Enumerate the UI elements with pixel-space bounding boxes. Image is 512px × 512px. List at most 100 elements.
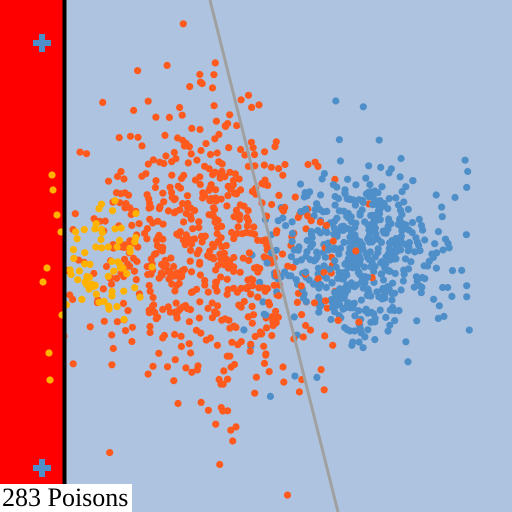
orange-point: [247, 275, 255, 283]
orange-point: [297, 282, 305, 290]
orange-point: [279, 207, 288, 215]
blue-point: [434, 314, 442, 322]
yellow-point: [81, 260, 89, 268]
orange-point: [153, 236, 161, 244]
blue-point: [418, 283, 426, 291]
blue-point: [384, 253, 392, 261]
orange-point: [145, 281, 153, 290]
blue-point: [302, 298, 310, 306]
blue-point: [359, 198, 367, 206]
blue-point: [371, 318, 379, 326]
yellow-point: [116, 260, 124, 268]
orange-point: [248, 302, 256, 310]
orange-point: [149, 362, 157, 370]
blue-point: [417, 289, 425, 297]
orange-point: [152, 250, 160, 258]
orange-point: [196, 298, 204, 306]
blue-point: [413, 238, 421, 246]
orange-point: [122, 200, 130, 208]
orange-point: [298, 311, 306, 319]
orange-point: [132, 276, 140, 284]
orange-point: [275, 292, 283, 300]
blue-point: [366, 248, 374, 256]
blue-point: [262, 311, 270, 319]
orange-point: [157, 269, 165, 277]
orange-point: [214, 261, 222, 269]
blue-point: [398, 188, 406, 196]
blue-point: [464, 167, 472, 176]
blue-point: [288, 218, 296, 226]
blue-point: [463, 282, 471, 290]
orange-point: [244, 217, 253, 225]
orange-point: [213, 287, 221, 295]
blue-point: [432, 264, 440, 272]
orange-point: [221, 173, 229, 181]
orange-point: [229, 437, 237, 445]
orange-point: [254, 293, 262, 301]
orange-point: [100, 317, 108, 325]
blue-point: [290, 313, 298, 321]
orange-point: [196, 180, 204, 189]
orange-point: [225, 144, 233, 152]
blue-point: [317, 191, 325, 199]
orange-point: [355, 318, 363, 326]
yellow-point: [120, 287, 128, 295]
orange-point: [188, 124, 196, 132]
orange-point: [272, 229, 280, 237]
blue-point: [321, 253, 329, 261]
orange-point: [144, 370, 152, 378]
blue-point: [330, 245, 338, 254]
orange-point: [208, 299, 216, 307]
orange-point: [293, 298, 301, 306]
orange-point: [241, 151, 249, 159]
blue-point: [357, 296, 365, 304]
orange-point: [71, 210, 79, 218]
yellow-point: [111, 225, 119, 233]
orange-point: [334, 316, 342, 324]
blue-point: [386, 306, 394, 314]
blue-point: [307, 228, 315, 236]
orange-point: [143, 235, 151, 243]
blue-point: [405, 243, 413, 251]
blue-point: [375, 201, 383, 209]
orange-point: [193, 156, 201, 164]
orange-point: [106, 449, 114, 457]
blue-point: [391, 269, 399, 278]
blue-point: [367, 308, 375, 316]
orange-point: [159, 334, 167, 342]
orange-point: [176, 228, 184, 236]
orange-point: [220, 261, 228, 269]
orange-point: [177, 332, 185, 340]
blue-point: [288, 229, 297, 237]
orange-point: [151, 183, 159, 192]
blue-point: [316, 303, 324, 311]
orange-point: [226, 168, 234, 176]
orange-point: [164, 303, 172, 311]
blue-point: [328, 279, 336, 287]
orange-point: [165, 113, 173, 121]
orange-point: [195, 218, 203, 226]
orange-point: [124, 307, 132, 315]
orange-point: [142, 170, 150, 178]
yellow-point: [74, 276, 82, 284]
blue-point: [342, 259, 350, 267]
orange-point: [167, 254, 175, 262]
yellow-point: [123, 270, 131, 278]
poison-point: [48, 171, 56, 179]
orange-point: [196, 260, 204, 268]
blue-point: [369, 201, 377, 209]
orange-point: [283, 491, 292, 499]
yellow-point: [97, 235, 105, 244]
yellow-point: [110, 267, 118, 275]
orange-point: [240, 297, 248, 306]
orange-point: [163, 61, 171, 69]
orange-point: [130, 106, 138, 114]
blue-point: [335, 268, 343, 277]
blue-point: [408, 229, 416, 237]
orange-point: [230, 263, 238, 271]
blue-point: [334, 228, 342, 236]
orange-point: [205, 211, 213, 219]
blue-point: [335, 136, 343, 144]
